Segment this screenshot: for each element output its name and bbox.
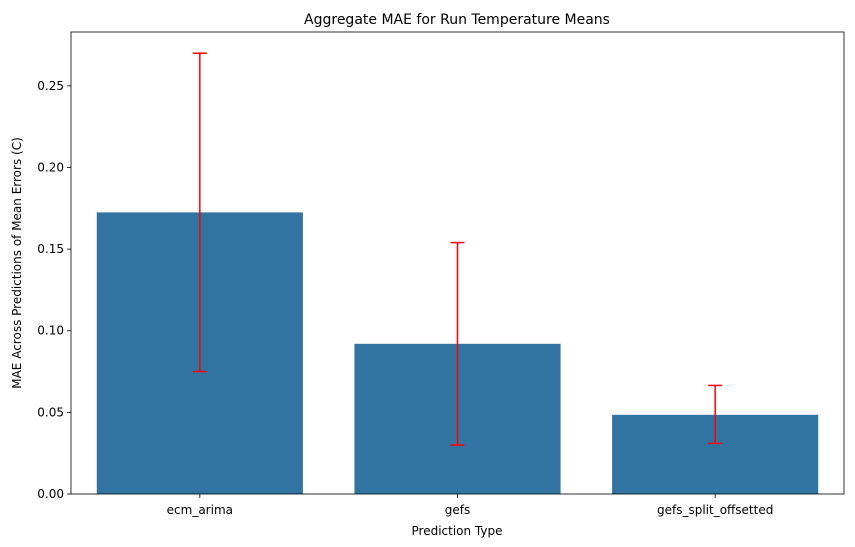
- x-tick-label: gefs: [445, 503, 470, 517]
- y-tick-label: 0.10: [37, 324, 64, 338]
- y-tick-label: 0.05: [37, 405, 64, 419]
- y-tick-label: 0.00: [37, 487, 64, 501]
- x-axis-label: Prediction Type: [412, 524, 503, 538]
- error-bars-layer: [192, 52, 723, 446]
- x-tick-label: ecm_arima: [167, 503, 233, 517]
- y-tick-label: 0.20: [37, 160, 64, 174]
- y-axis: 0.00 0.05 0.10 0.15 0.20 0.25: [37, 79, 71, 501]
- chart-title: Aggregate MAE for Run Temperature Means: [304, 12, 610, 28]
- y-tick-label: 0.15: [37, 242, 64, 256]
- x-axis: ecm_arima gefs gefs_split_offsetted: [167, 494, 773, 517]
- x-tick-label: gefs_split_offsetted: [657, 503, 773, 517]
- y-axis-label: MAE Across Predictions of Mean Errors (C…: [10, 137, 24, 389]
- y-tick-label: 0.25: [37, 79, 64, 93]
